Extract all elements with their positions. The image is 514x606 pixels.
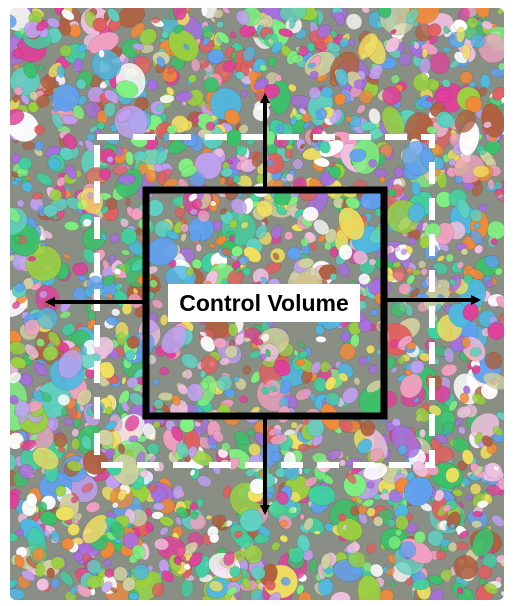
particle	[471, 182, 483, 197]
control-volume-label: Control Volume	[179, 290, 349, 316]
particle	[46, 567, 55, 579]
particle	[436, 89, 452, 103]
particle	[14, 177, 23, 183]
particle	[489, 67, 504, 78]
particle	[313, 156, 330, 168]
particle	[421, 48, 428, 59]
particle	[96, 122, 106, 130]
particle	[366, 481, 375, 489]
particle	[201, 8, 209, 17]
particle	[50, 577, 61, 589]
particle	[417, 260, 427, 269]
particle	[298, 341, 305, 348]
particle	[267, 159, 275, 167]
particle	[223, 485, 232, 498]
particle	[419, 428, 426, 439]
particle	[57, 447, 66, 453]
particle	[315, 336, 327, 343]
particle	[317, 234, 326, 243]
particle	[318, 578, 334, 596]
particle	[348, 321, 362, 336]
particle	[33, 362, 48, 377]
particle	[37, 501, 48, 513]
particle	[230, 51, 237, 60]
particle	[61, 323, 76, 337]
particle	[379, 175, 386, 184]
particle	[436, 282, 443, 290]
particle	[98, 49, 105, 58]
particle	[203, 560, 210, 568]
particle	[73, 57, 83, 72]
particle	[106, 155, 114, 164]
particle	[279, 534, 289, 543]
particle	[195, 243, 202, 253]
particle	[330, 591, 351, 600]
particle	[345, 116, 353, 122]
particle	[295, 358, 306, 367]
particle	[368, 158, 378, 168]
particle	[486, 220, 504, 240]
particle	[27, 256, 36, 262]
particle	[365, 344, 376, 354]
particle	[292, 158, 304, 170]
particle	[309, 558, 318, 573]
particle	[287, 506, 295, 515]
particle	[440, 363, 458, 377]
particle	[299, 513, 305, 521]
particle	[205, 121, 216, 131]
particle	[101, 233, 107, 241]
particle	[368, 364, 379, 375]
particle	[35, 562, 45, 578]
particle	[151, 511, 164, 520]
particle	[472, 165, 490, 178]
particle	[274, 73, 282, 82]
particle	[70, 496, 78, 504]
particle	[420, 268, 428, 276]
particle	[84, 139, 96, 153]
particle	[338, 243, 353, 261]
particle	[306, 42, 316, 52]
particle	[125, 198, 131, 207]
particle	[378, 589, 394, 600]
particle	[253, 533, 270, 545]
particle	[247, 428, 255, 438]
particle	[242, 337, 252, 343]
particle	[152, 502, 165, 511]
particle	[240, 221, 249, 229]
particle	[373, 168, 388, 178]
particle	[297, 443, 308, 452]
particle	[159, 367, 170, 376]
particle	[369, 309, 378, 316]
